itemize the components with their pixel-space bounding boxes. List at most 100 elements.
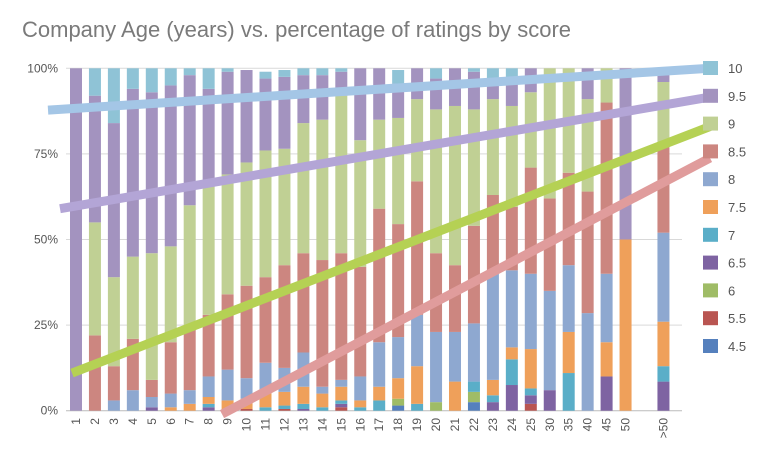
bar-segment-8_5 [183, 328, 196, 391]
bar-segment-8 [467, 323, 480, 382]
bar-segment-8 [164, 393, 177, 408]
bar-segment-8 [543, 290, 556, 391]
bar-segment-8 [600, 273, 613, 343]
bar-segment-10 [259, 71, 272, 79]
bar-segment-9 [543, 68, 556, 199]
bar-segment-9_5 [278, 76, 291, 149]
bar-segment-9 [505, 105, 518, 207]
bar-segment-7 [505, 359, 518, 386]
x-tick-label: 1 [69, 418, 83, 425]
bar-segment-6_5 [202, 407, 215, 411]
bar-segment-4_5 [392, 405, 405, 411]
bar-segment-7_5 [354, 400, 367, 408]
bar-segment-5_5 [240, 408, 253, 411]
bar-segment-7_5 [183, 403, 196, 411]
x-tick-label: 35 [562, 418, 576, 432]
bar-segment-9 [354, 140, 367, 267]
bar-segment-10 [430, 68, 443, 79]
bar-segment-7_5 [335, 386, 348, 401]
y-tick-label: 75% [34, 147, 58, 161]
bar-segment-8 [202, 376, 215, 398]
bar-segment-8 [430, 331, 443, 403]
bar-segment-7 [657, 366, 670, 382]
bar-segment-9 [88, 222, 101, 336]
x-tick-label: 30 [543, 418, 557, 432]
chart-title: Company Age (years) vs. percentage of ra… [22, 17, 572, 42]
x-tick-label: 5 [145, 418, 159, 425]
x-tick-label: 21 [448, 418, 462, 432]
bar-segment-9 [373, 119, 386, 209]
bar-segment-8 [259, 362, 272, 391]
bar-segment-7_5 [297, 386, 310, 404]
x-tick-label: 4 [126, 418, 140, 425]
bar-segment-6_5 [335, 403, 348, 408]
x-tick-label: 2 [88, 418, 102, 425]
bar-segment-8_5 [202, 314, 215, 377]
bar-segment-7 [202, 403, 215, 408]
legend-label: 8.5 [728, 144, 746, 159]
bar-segment-10 [467, 68, 480, 72]
bar-segment-9 [107, 277, 120, 367]
bar-segment-8_5 [278, 265, 291, 368]
bar-segment-10 [316, 68, 329, 76]
bar-segment-8_5 [373, 208, 386, 343]
bar-segment-6_5 [543, 390, 556, 411]
x-tick-label: 9 [221, 418, 235, 425]
trendline-10 [47, 63, 711, 115]
x-tick-label: 22 [467, 418, 481, 432]
trendline-9_5 [59, 92, 711, 214]
legend-label: 7 [728, 228, 735, 243]
bar-segment-8 [411, 314, 424, 367]
bar-segment-9 [449, 105, 461, 266]
bar-segment-8 [392, 337, 405, 379]
x-tick-label: 3 [107, 418, 121, 425]
bar-segment-10 [145, 68, 158, 93]
legend-swatch-10 [703, 61, 718, 75]
x-tick-label: >50 [656, 418, 670, 439]
bar-segment-9 [467, 109, 480, 226]
legend-swatch-6 [703, 283, 718, 298]
bar-segment-8_5 [145, 379, 158, 398]
bar-segment-7 [316, 407, 329, 411]
bar-segment-7_5 [524, 349, 537, 389]
bar-segment-9 [183, 205, 196, 329]
bar-segment-7_5 [373, 386, 386, 401]
bar-segment-6_5 [297, 408, 310, 411]
legend-swatch-8 [703, 172, 718, 187]
bar-segment-8_5 [259, 277, 272, 363]
bar-segment-7_5 [486, 379, 499, 396]
bar-segment-8 [183, 390, 196, 404]
bar-segment-7_5 [657, 321, 670, 367]
bar-segment-8_5 [505, 206, 518, 271]
bar-segment-7_5 [221, 400, 234, 411]
x-tick-label: 19 [410, 418, 424, 432]
legend-swatch-9_5 [703, 88, 718, 103]
bar-segment-8_5 [221, 294, 234, 370]
x-tick-label: 25 [524, 418, 538, 432]
bar-segment-8 [107, 400, 120, 411]
bar-segment-7 [259, 407, 272, 411]
trendline-8_5 [219, 154, 713, 419]
bar-segment-8 [505, 270, 518, 348]
bar-segment-9 [278, 148, 291, 266]
bar-segment-7 [467, 381, 480, 392]
bar-segment-7 [354, 407, 367, 411]
x-tick-label: 13 [296, 418, 310, 432]
bar-segment-8 [221, 369, 234, 401]
bar-segment-5_5 [524, 403, 537, 411]
y-tick-label: 100% [27, 61, 58, 75]
legend-swatch-4_5 [703, 339, 718, 353]
bar-segment-6_5 [524, 395, 537, 404]
bar-segment-9 [411, 99, 424, 182]
bar-segment-6_5 [600, 376, 613, 411]
legend-label: 10 [728, 61, 742, 76]
bar-segment-8 [335, 379, 348, 387]
bar-segment-9 [392, 117, 405, 225]
bar-segment-9 [164, 246, 177, 343]
bar-segment-8 [126, 390, 139, 411]
bar-segment-9_5 [297, 75, 310, 124]
bar-segment-10 [392, 70, 405, 84]
legend-swatch-7 [703, 227, 718, 242]
bar-segment-4_5 [467, 402, 480, 411]
bar-segment-10 [278, 70, 291, 77]
